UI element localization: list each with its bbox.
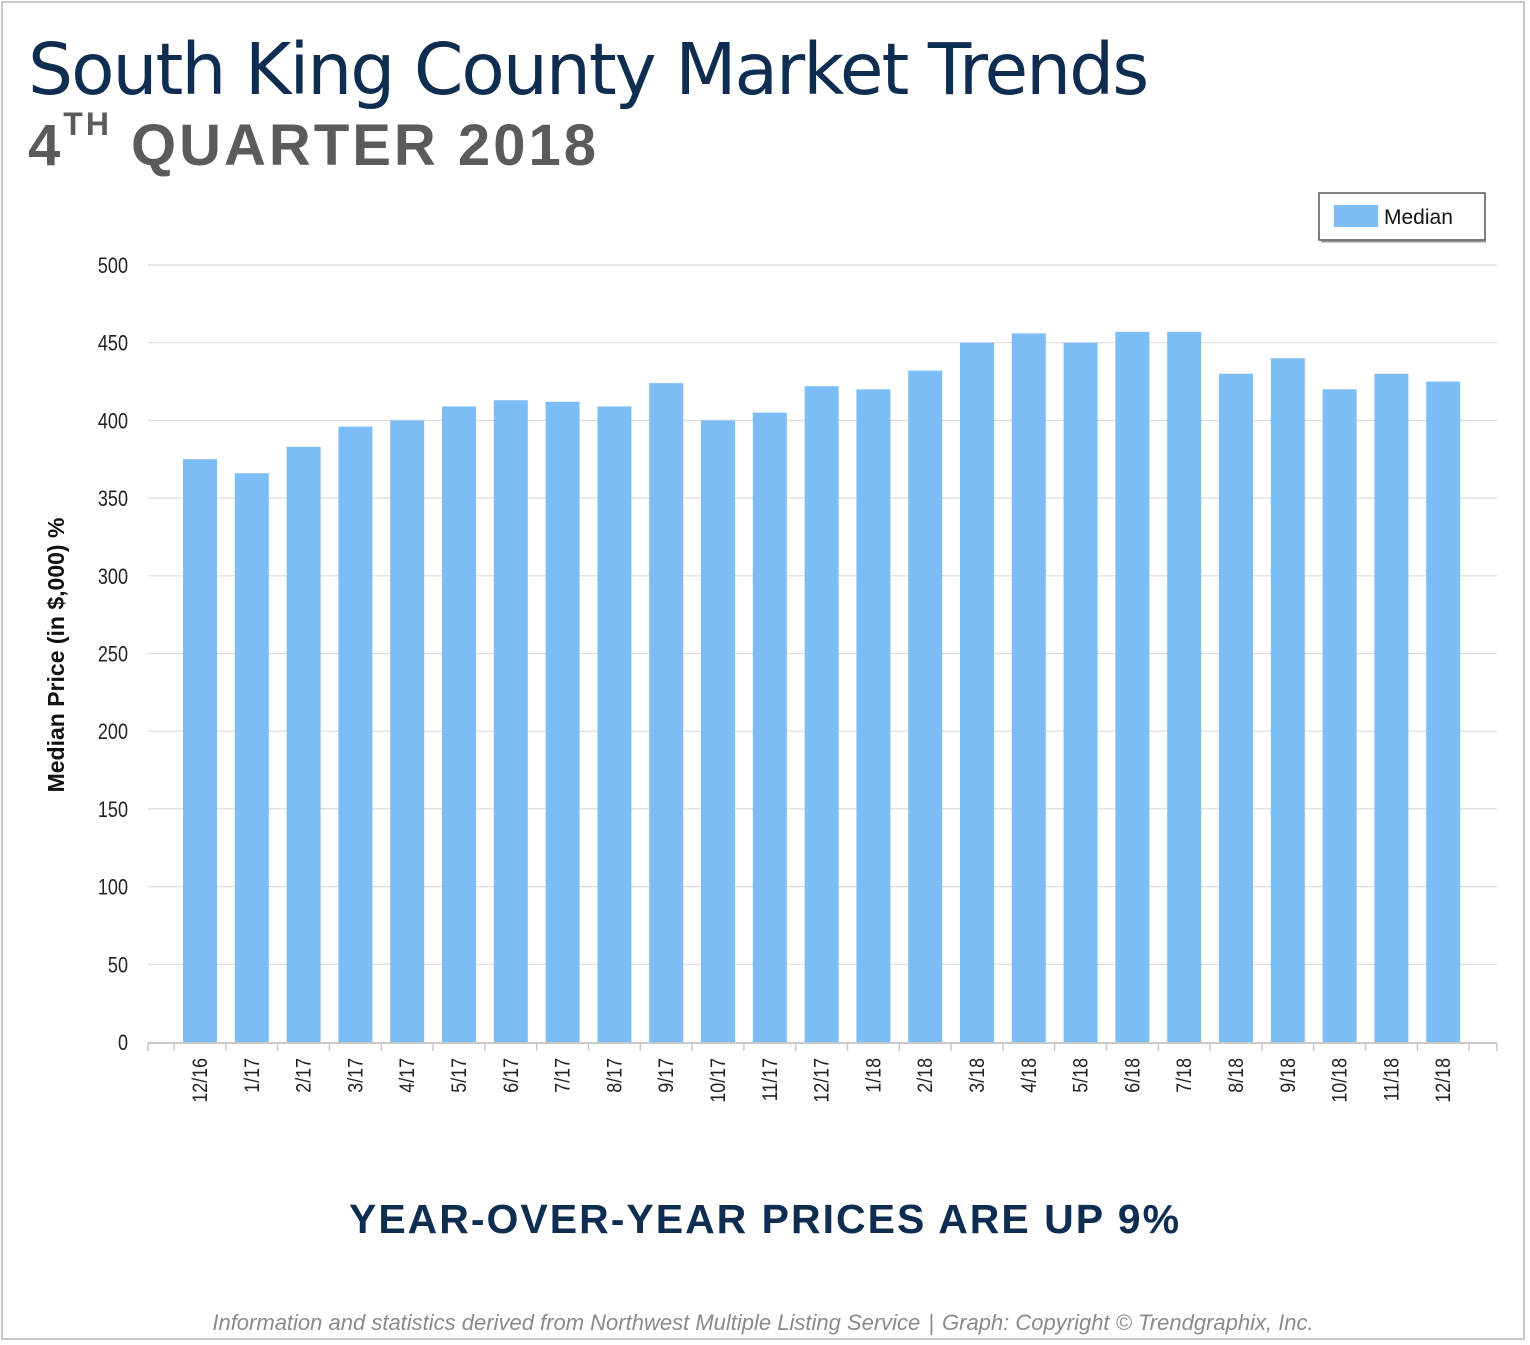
x-tick-label: 5/18 [1069,1058,1093,1093]
y-tick-label: 450 [98,332,128,356]
x-tick-label: 11/18 [1380,1058,1404,1101]
bar-7-18 [1167,331,1202,1042]
bar-11-18 [1374,373,1409,1042]
y-tick-label: 50 [108,954,128,978]
page-subtitle: 4TH QUARTER 2018 [28,106,599,180]
bar-9-18 [1270,358,1305,1042]
y-tick-label: 350 [98,488,128,512]
subtitle-number: 4 [28,113,64,178]
x-tick-label: 9/18 [1276,1058,1300,1093]
bar-3-17 [338,426,373,1043]
legend-swatch-median [1334,205,1378,227]
bar-10-17 [701,420,735,1042]
y-axis-label: Median Price (in $,000) % [43,518,69,793]
y-tick-label: 0 [118,1031,128,1055]
y-tick-label: 400 [98,410,128,434]
x-tick-label: 8/17 [603,1058,627,1093]
x-tick-label: 7/17 [551,1058,575,1093]
y-tick-label: 100 [98,876,128,900]
x-tick-label: 11/17 [758,1058,782,1101]
legend: Median [1318,192,1486,243]
axes [147,1042,1498,1051]
x-tick-label: 1/18 [862,1058,886,1093]
x-tick-label: 6/17 [499,1058,523,1093]
x-tick-label: 2/18 [914,1058,938,1093]
x-tick-label: 4/18 [1017,1058,1041,1093]
bar-3-18 [960,342,994,1042]
bar-6-17 [493,400,528,1042]
bar-1-17 [234,473,269,1043]
bar-2-18 [908,370,943,1042]
y-tick-label: 150 [98,798,128,822]
x-tick-label: 12/17 [810,1058,834,1103]
bar-6-18 [1115,331,1150,1042]
x-tick-label: 6/18 [1121,1058,1145,1093]
footer-copyright: Graph: Copyright © Trendgraphix, Inc. [942,1310,1314,1335]
legend-label-median: Median [1384,206,1453,229]
y-tick-label: 500 [98,254,128,278]
bar-1-18 [856,389,891,1042]
bars [183,331,1461,1043]
bar-8-17 [597,406,632,1042]
x-tick-label: 4/17 [396,1058,420,1093]
bar-7-17 [545,401,580,1042]
footer-source: Information and statistics derived from … [212,1310,921,1335]
x-tick-label: 10/17 [707,1058,731,1103]
bar-4-18 [1011,333,1046,1043]
footer-separator: | [928,1310,935,1335]
bar-11-17 [752,412,787,1042]
bar-8-18 [1219,373,1253,1042]
page-title: South King County Market Trends [28,28,1149,111]
x-tick-label: 3/18 [966,1058,990,1093]
x-tick-label: 10/18 [1328,1058,1352,1103]
bar-12-17 [804,386,839,1042]
bar-9-17 [649,383,684,1042]
x-tick-label: 9/17 [655,1058,679,1093]
y-tick-label: 200 [98,721,128,745]
x-tick-label: 3/17 [344,1058,368,1093]
x-tick-label: 8/18 [1225,1058,1249,1093]
bar-4-17 [390,420,425,1042]
source-footer: Information and statistics derived from … [0,1310,1526,1336]
bar-5-18 [1063,342,1098,1042]
bar-5-17 [442,406,476,1042]
bar-12-16 [183,459,217,1042]
subtitle-ordinal: TH [63,106,112,142]
headline-callout: YEAR-OVER-YEAR PRICES ARE UP 9% [348,1196,1182,1242]
x-tick-label: 7/18 [1173,1058,1197,1093]
x-tick-label: 12/18 [1432,1058,1456,1103]
y-tick-label: 250 [98,643,128,667]
x-tick-labels: 12/16 1/17 2/17 3/17 4/17 5/17 6/17 7/17 8/17 9/1… [189,1058,1456,1103]
x-tick-label: 12/16 [189,1058,213,1103]
bar-12-18 [1426,381,1461,1042]
y-tick-labels: 0 50 100 150 200 250 300 350 400 450 500 [98,254,128,1055]
x-tick-label: 2/17 [292,1058,316,1093]
bar-2-17 [286,446,321,1042]
x-tick-label: 5/17 [448,1058,472,1093]
y-tick-label: 300 [98,565,128,589]
x-tick-label: 1/17 [240,1058,264,1093]
bar-10-18 [1322,389,1357,1042]
subtitle-text: QUARTER 2018 [131,113,599,178]
